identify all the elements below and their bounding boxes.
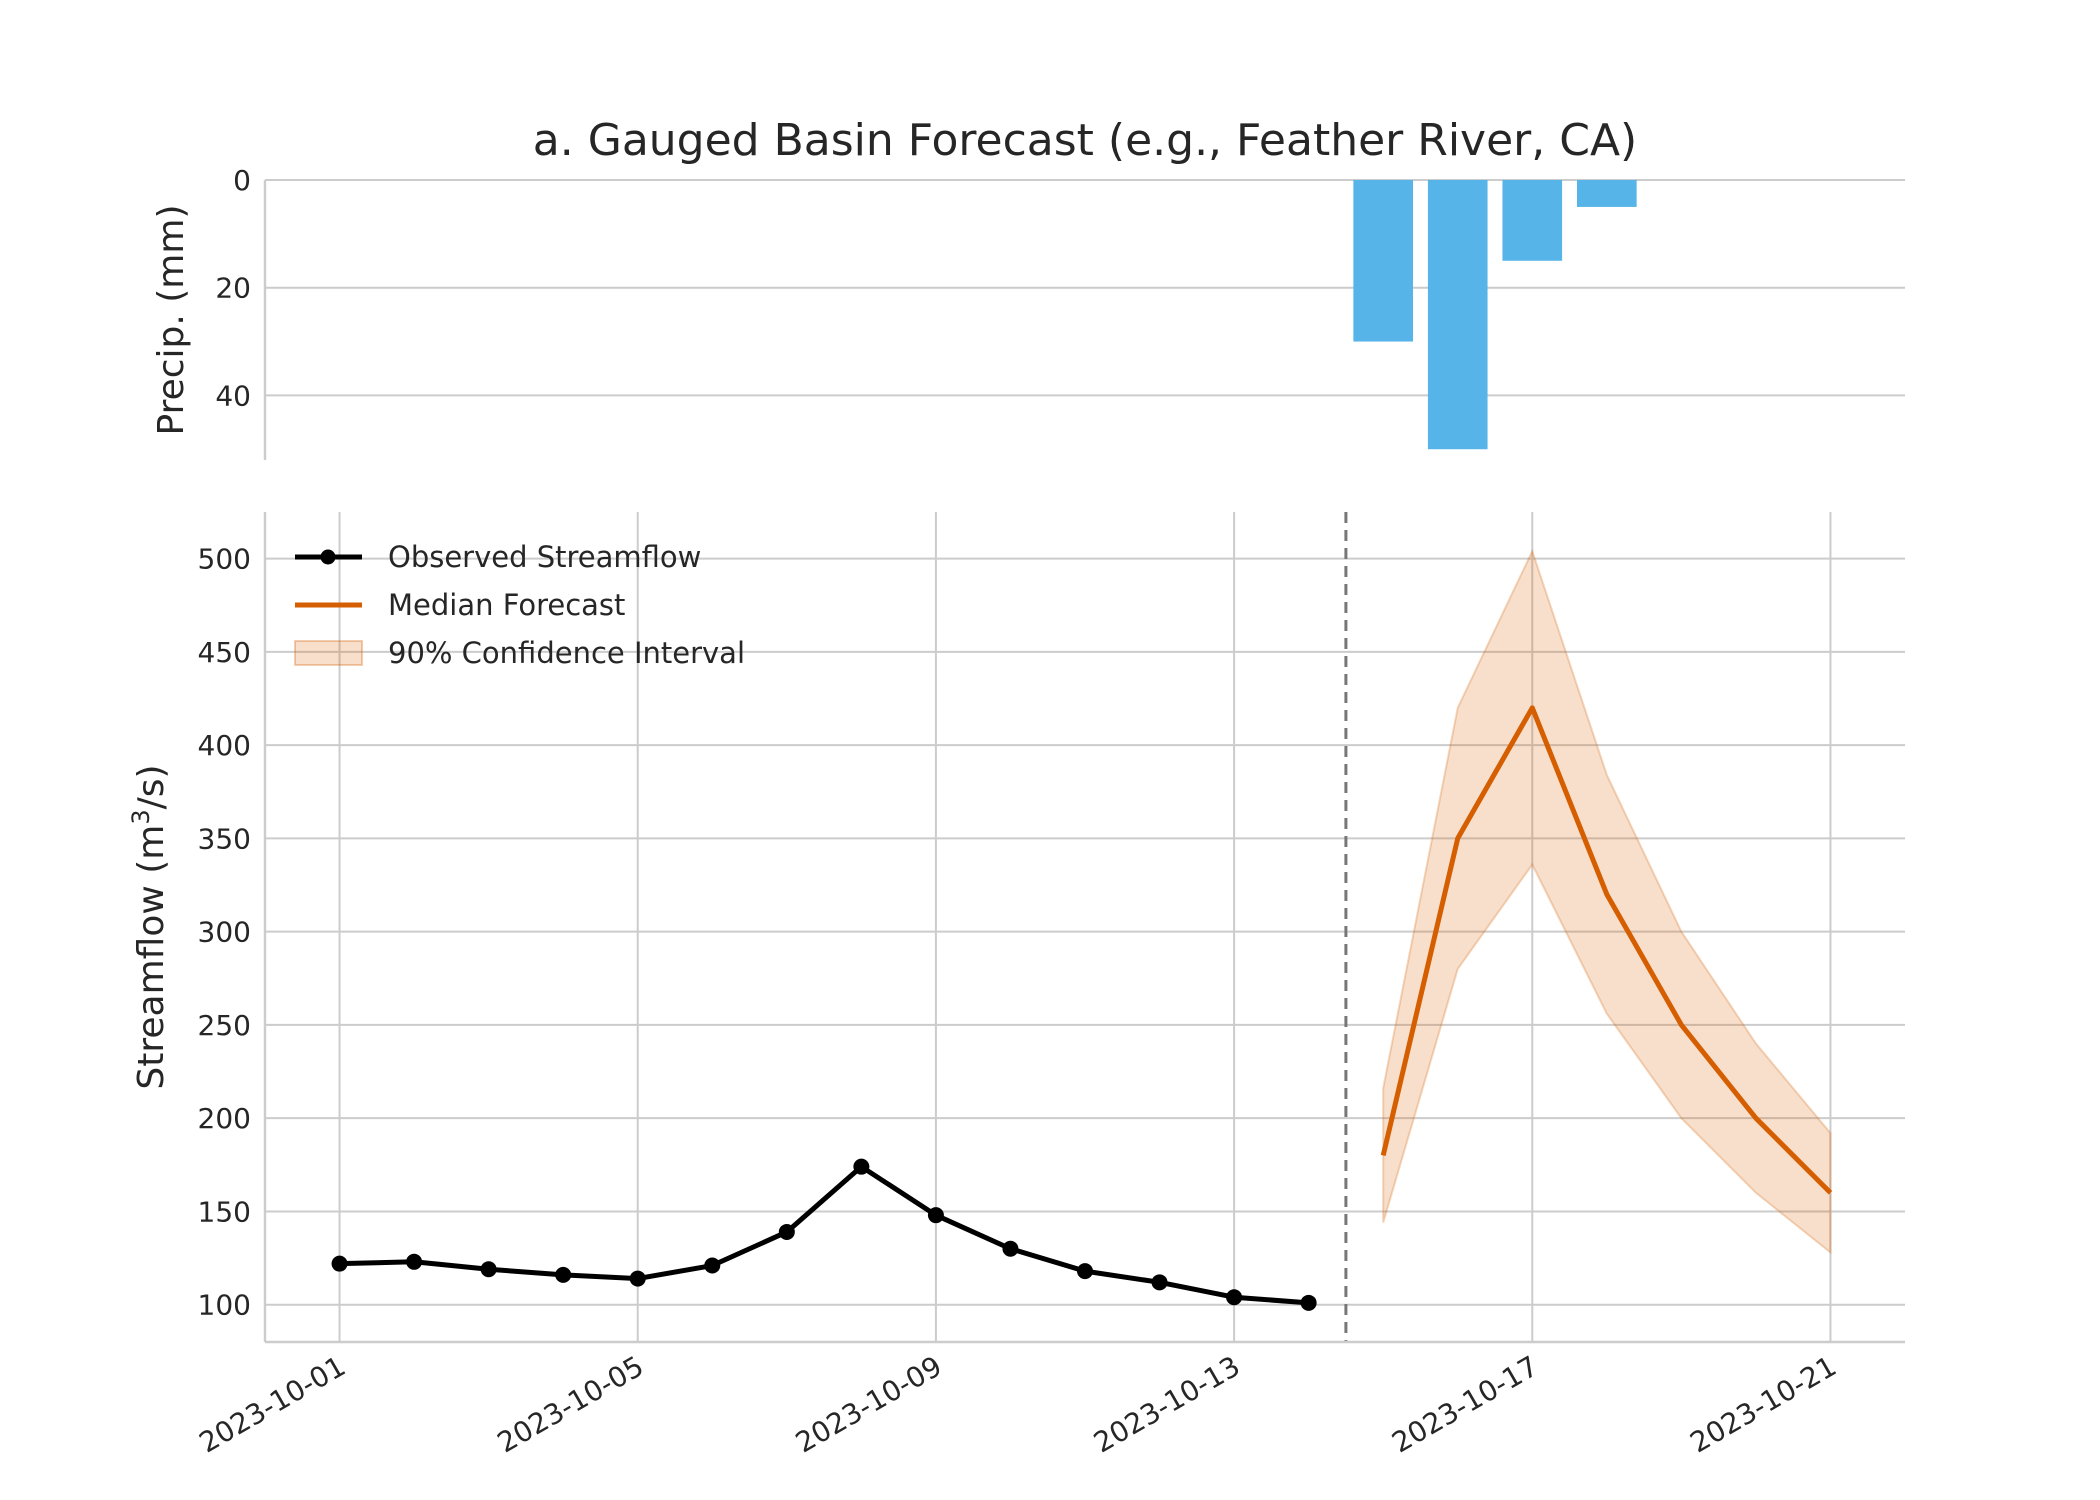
confidence-band xyxy=(1382,548,1832,1255)
precip-grid xyxy=(265,179,1905,397)
precip-bars xyxy=(1353,180,1637,450)
chart-title: a. Gauged Basin Forecast (e.g., Feather … xyxy=(533,115,1637,166)
streamflow-y-tick-label: 100 xyxy=(198,1289,251,1322)
streamflow-y-tick-label: 350 xyxy=(198,822,251,855)
streamflow-x-tick-label: 2023-10-01 xyxy=(194,1349,351,1459)
streamflow-y-axis-label: Streamflow (m3/s) xyxy=(127,764,172,1089)
observed-streamflow-point xyxy=(927,1207,944,1224)
observed-streamflow-point xyxy=(1151,1274,1168,1291)
observed-streamflow-point xyxy=(853,1158,870,1175)
precip-y-tick-label: 40 xyxy=(215,379,251,412)
legend-observed-marker xyxy=(320,549,336,565)
streamflow-y-ticks: 100 150 200 250 300 350 400 450 500 xyxy=(198,543,251,1322)
streamflow-x-tick-label: 2023-10-21 xyxy=(1685,1349,1842,1459)
observed-streamflow-point xyxy=(704,1257,721,1274)
precip-y-tick-label: 20 xyxy=(215,272,251,305)
legend-interval-swatch xyxy=(294,640,363,666)
streamflow-x-tick-label: 2023-10-13 xyxy=(1088,1349,1245,1459)
observed-streamflow-point xyxy=(1226,1289,1243,1306)
streamflow-y-tick-label: 200 xyxy=(198,1102,251,1135)
streamflow-y-tick-label: 450 xyxy=(198,636,251,669)
precip-panel: 0 20 40 Precip. (mm) xyxy=(151,164,1905,460)
streamflow-y-tick-label: 250 xyxy=(198,1009,251,1042)
median-forecast-line xyxy=(1380,705,1833,1195)
legend-observed-label: Observed Streamflow xyxy=(388,540,701,574)
streamflow-x-tick-label: 2023-10-09 xyxy=(790,1349,947,1459)
precip-y-tick-label: 0 xyxy=(233,164,251,197)
precip-bar xyxy=(1427,180,1488,450)
observed-streamflow-point xyxy=(778,1223,795,1240)
streamflow-x-ticks: 2023-10-01 2023-10-05 2023-10-09 2023-10-13… xyxy=(194,1349,1842,1459)
streamflow-y-tick-label: 500 xyxy=(198,543,251,576)
observed-streamflow-point xyxy=(555,1266,572,1283)
legend-median-label: Median Forecast xyxy=(388,588,625,622)
legend-interval-label: 90% Confidence Interval xyxy=(388,636,745,670)
streamflow-grid xyxy=(265,512,1905,1342)
observed-streamflow-point xyxy=(1002,1240,1019,1257)
observed-streamflow-point xyxy=(331,1255,348,1272)
precip-bar xyxy=(1502,180,1563,261)
observed-streamflow-line xyxy=(339,1164,1309,1306)
observed-streamflow-point xyxy=(1077,1263,1093,1280)
observed-streamflow-point xyxy=(480,1261,497,1278)
streamflow-y-tick-label: 150 xyxy=(198,1195,251,1228)
precip-y-axis-label: Precip. (mm) xyxy=(151,205,192,436)
confidence-band-area xyxy=(1382,548,1832,1255)
streamflow-y-tick-label: 300 xyxy=(198,916,251,949)
precip-y-ticks: 0 20 40 xyxy=(215,164,251,412)
precip-bar xyxy=(1577,180,1637,207)
streamflow-x-tick-label: 2023-10-05 xyxy=(492,1349,649,1459)
precip-bar xyxy=(1353,180,1413,342)
streamflow-y-tick-label: 400 xyxy=(198,729,251,762)
streamflow-x-tick-label: 2023-10-17 xyxy=(1386,1349,1543,1459)
observed-streamflow-point xyxy=(406,1253,423,1270)
observed-streamflow-point xyxy=(1300,1294,1317,1311)
streamflow-series xyxy=(331,705,1833,1311)
legend: Observed Streamflow Median Forecast 90% … xyxy=(294,540,745,670)
observed-streamflow-point xyxy=(629,1270,646,1287)
